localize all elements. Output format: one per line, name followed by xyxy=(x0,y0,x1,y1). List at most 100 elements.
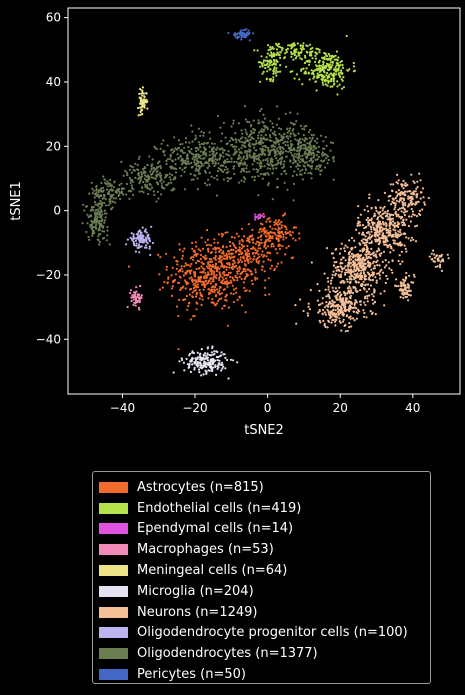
data-point xyxy=(208,243,211,246)
data-point xyxy=(236,267,239,270)
data-point xyxy=(281,146,284,149)
data-point xyxy=(440,269,444,272)
data-point xyxy=(367,231,370,234)
data-point xyxy=(202,354,205,357)
data-point xyxy=(304,147,307,150)
data-point xyxy=(212,280,215,283)
data-point xyxy=(159,179,162,182)
data-point xyxy=(239,156,242,159)
x-tick-label: −40 xyxy=(110,401,135,415)
data-point xyxy=(332,83,336,86)
data-point xyxy=(226,324,229,327)
data-point xyxy=(337,298,340,301)
data-point xyxy=(384,281,387,285)
data-point xyxy=(265,138,268,141)
data-point xyxy=(194,241,197,244)
data-point xyxy=(369,310,372,313)
data-point xyxy=(275,43,278,46)
data-point xyxy=(353,301,356,305)
data-point xyxy=(210,250,213,254)
data-point xyxy=(365,316,368,319)
data-point xyxy=(279,64,282,67)
data-point xyxy=(182,151,185,154)
data-point xyxy=(263,117,267,120)
data-point xyxy=(398,207,401,210)
data-point xyxy=(224,280,227,283)
data-point xyxy=(372,295,375,298)
data-point xyxy=(186,160,189,163)
data-point xyxy=(361,241,364,244)
data-point xyxy=(194,284,197,287)
data-point xyxy=(355,228,358,231)
data-point xyxy=(97,229,100,232)
data-point xyxy=(314,54,317,58)
data-point xyxy=(345,278,349,281)
data-point xyxy=(118,191,122,194)
data-point xyxy=(364,253,368,256)
data-point xyxy=(194,289,197,292)
data-point xyxy=(346,69,349,72)
data-point xyxy=(217,162,220,165)
data-point xyxy=(339,75,342,78)
data-point xyxy=(240,277,243,281)
data-point xyxy=(144,174,147,177)
data-point xyxy=(395,191,398,194)
data-point xyxy=(401,185,404,188)
data-point xyxy=(326,84,329,87)
data-point xyxy=(288,129,291,132)
data-point xyxy=(129,292,132,295)
data-point xyxy=(414,240,418,243)
data-point xyxy=(169,154,172,157)
data-point xyxy=(235,291,238,294)
data-point xyxy=(410,192,413,195)
data-point xyxy=(147,192,150,196)
data-point xyxy=(299,298,302,301)
data-point xyxy=(363,311,366,315)
data-point xyxy=(96,216,99,219)
data-point xyxy=(342,76,345,79)
data-point xyxy=(136,168,139,171)
data-point xyxy=(320,159,323,162)
data-point xyxy=(103,212,106,215)
data-point xyxy=(149,170,152,173)
data-point xyxy=(179,143,182,146)
data-point xyxy=(357,205,360,208)
data-point xyxy=(169,178,172,181)
data-point xyxy=(138,239,141,242)
data-point xyxy=(290,53,293,56)
data-point xyxy=(317,311,320,314)
data-point xyxy=(197,285,200,288)
data-point xyxy=(350,325,353,328)
data-point xyxy=(221,367,224,370)
data-point xyxy=(382,250,386,253)
data-point xyxy=(326,71,329,75)
data-point xyxy=(242,176,246,179)
data-point xyxy=(330,315,333,318)
data-point xyxy=(337,64,340,67)
data-point xyxy=(371,298,374,302)
data-point xyxy=(90,214,93,217)
data-point xyxy=(256,256,259,260)
data-point xyxy=(371,311,374,314)
data-point xyxy=(340,265,343,268)
data-point xyxy=(391,271,394,274)
data-point xyxy=(292,132,295,135)
data-point xyxy=(166,144,169,147)
data-point xyxy=(324,311,327,314)
data-point xyxy=(132,296,136,299)
data-point xyxy=(247,261,250,264)
data-point xyxy=(155,175,158,178)
data-point xyxy=(90,227,93,230)
data-point xyxy=(360,274,363,278)
data-point xyxy=(275,53,278,57)
legend-label: Microglia (n=204) xyxy=(137,583,254,599)
data-point xyxy=(378,239,381,242)
data-point xyxy=(195,261,198,264)
data-point xyxy=(285,228,288,231)
data-point xyxy=(295,55,298,58)
data-point xyxy=(182,298,185,301)
data-point xyxy=(202,357,205,360)
data-point xyxy=(238,240,241,243)
data-point xyxy=(338,83,341,86)
data-point xyxy=(244,311,247,314)
